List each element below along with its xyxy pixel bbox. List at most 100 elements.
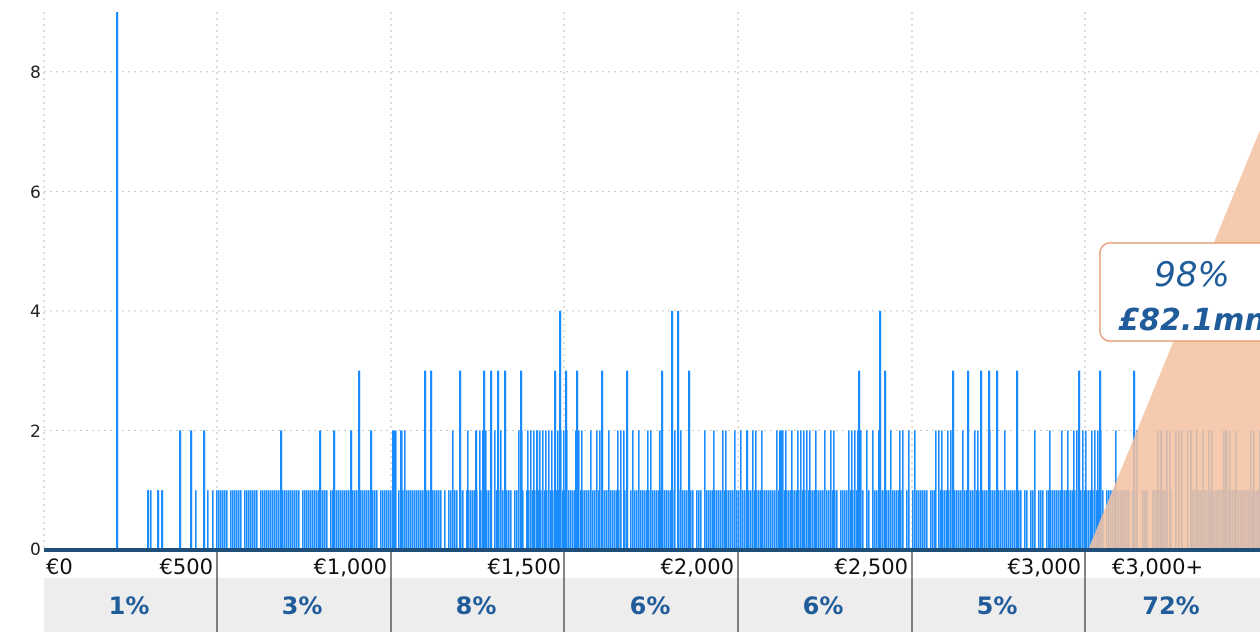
histogram-bar <box>792 490 794 550</box>
histogram-bar <box>386 490 388 550</box>
histogram-bar <box>393 430 396 550</box>
histogram-bar <box>288 490 290 550</box>
histogram-bar <box>536 430 539 550</box>
histogram-bar <box>147 490 150 550</box>
histogram-bar <box>820 490 822 550</box>
histogram-bar <box>280 430 283 550</box>
histogram-bar <box>1078 370 1081 550</box>
histogram-bar <box>1010 490 1012 550</box>
histogram-bar <box>725 430 727 550</box>
histogram-bar <box>416 490 418 550</box>
histogram-bar <box>1060 490 1062 550</box>
histogram-bar <box>762 490 764 550</box>
histogram-bar <box>533 430 535 550</box>
histogram-bar <box>542 430 544 550</box>
histogram-bar <box>572 490 574 550</box>
histogram-bar <box>410 490 412 550</box>
histogram-bar <box>238 490 240 550</box>
histogram-bar <box>538 490 540 550</box>
histogram-bar <box>884 370 887 550</box>
bin-share: 5% <box>977 592 1018 620</box>
histogram-bar <box>314 490 316 550</box>
histogram-bar <box>390 490 392 550</box>
histogram-bar <box>734 430 736 550</box>
histogram-bar <box>974 430 976 550</box>
histogram-bar <box>659 430 661 550</box>
histogram-bar <box>260 490 262 550</box>
histogram-bar <box>1056 490 1058 550</box>
histogram-bar <box>368 490 370 550</box>
histogram-bar <box>947 430 949 550</box>
histogram-bar <box>582 490 584 550</box>
histogram-bar <box>732 490 734 550</box>
histogram-bar <box>1076 430 1078 550</box>
histogram-bar <box>497 370 500 550</box>
histogram-bar <box>940 490 942 550</box>
histogram-bar <box>788 490 790 550</box>
histogram-bar <box>791 430 793 550</box>
y-axis: 0 2 4 6 8 <box>30 63 41 560</box>
bin-label: €500 <box>160 555 213 579</box>
histogram-bar <box>430 370 433 550</box>
histogram-bar <box>557 430 559 550</box>
histogram-bar <box>584 490 586 550</box>
histogram-bar <box>304 490 306 550</box>
histogram-bar <box>157 490 160 550</box>
histogram-bar <box>504 370 507 550</box>
histogram-bar <box>530 430 532 550</box>
histogram-bar <box>848 430 850 550</box>
callout-amount: £82.1mn <box>1118 303 1260 338</box>
bin-label: €3,000 <box>1008 555 1081 579</box>
histogram-bar <box>761 430 763 550</box>
histogram-bar <box>692 490 694 550</box>
histogram-bar <box>934 490 936 550</box>
histogram-bar <box>1020 490 1022 550</box>
histogram-bar <box>480 490 482 550</box>
histogram-bar <box>1066 490 1068 550</box>
histogram-bar <box>551 430 553 550</box>
histogram-bar <box>372 490 374 550</box>
histogram-bar <box>967 370 970 550</box>
histogram-bar <box>218 490 220 550</box>
histogram-bar <box>661 370 664 550</box>
histogram-bar <box>552 490 554 550</box>
histogram-bar <box>952 370 955 550</box>
histogram-bar <box>918 490 920 550</box>
histogram-bar <box>730 490 732 550</box>
histogram-bar <box>618 490 620 550</box>
histogram-bar <box>638 430 640 550</box>
histogram-bar <box>815 430 817 550</box>
histogram-bar <box>224 490 226 550</box>
histogram-bar <box>784 490 786 550</box>
histogram-bar <box>1070 490 1072 550</box>
histogram-bar <box>810 490 812 550</box>
histogram-bar <box>318 490 320 550</box>
histogram-bar <box>704 430 706 550</box>
callout-share: 98% <box>1154 255 1230 295</box>
histogram-bar <box>644 490 646 550</box>
histogram-bar <box>370 430 373 550</box>
histogram-bar <box>282 490 284 550</box>
histogram-bar <box>878 430 880 550</box>
histogram-bar <box>698 490 700 550</box>
histogram-bar <box>195 490 197 550</box>
histogram-bar <box>836 490 838 550</box>
histogram-bar <box>448 490 450 550</box>
bin-label: €2,000 <box>661 555 734 579</box>
histogram-bar <box>479 430 481 550</box>
histogram-bar <box>742 490 744 550</box>
histogram-bar <box>292 490 294 550</box>
histogram-bar <box>992 490 994 550</box>
histogram-bar <box>420 490 422 550</box>
histogram-bar <box>150 490 152 550</box>
histogram-bar <box>833 430 835 550</box>
histogram-bar <box>890 430 892 550</box>
histogram-bar <box>760 490 762 550</box>
histogram-bar <box>475 430 478 550</box>
histogram-bar <box>900 490 902 550</box>
histogram-bar <box>395 430 397 550</box>
histogram-bar <box>428 490 430 550</box>
histogram-bar <box>462 490 464 550</box>
histogram-bar <box>654 490 656 550</box>
histogram-bar <box>358 370 361 550</box>
